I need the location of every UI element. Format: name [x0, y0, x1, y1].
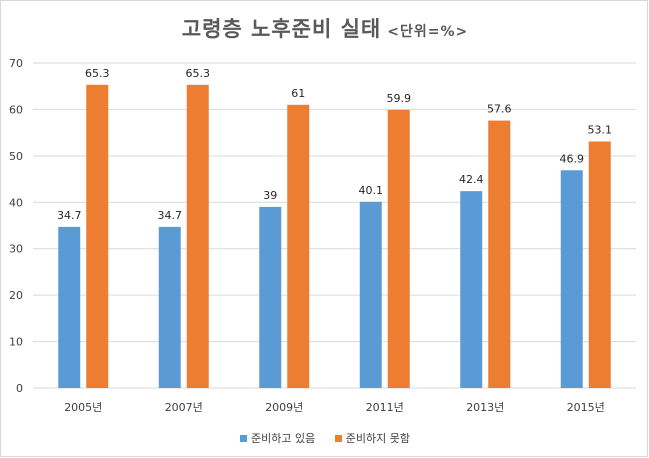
legend-item-series2: 준비하지 못함 — [334, 430, 410, 446]
data-label-series2-2007년: 65.3 — [186, 67, 211, 80]
legend-label-series1: 준비하고 있음 — [251, 432, 316, 445]
legend-swatch-series2 — [334, 434, 342, 442]
y-tick-label: 10 — [9, 336, 23, 349]
data-label-series2-2009년: 61 — [291, 87, 305, 100]
bar-series2-2011년 — [387, 109, 410, 389]
data-label-series1-2009년: 39 — [263, 189, 277, 202]
chart-title-text: 고령층 노후준비 실태 — [181, 17, 382, 41]
x-axis-ticks: 2005년 2007년 2009년 2011년 2013년 2015년 — [64, 401, 605, 414]
y-tick-label: 70 — [9, 57, 23, 70]
data-label-series2-2005년: 65.3 — [85, 67, 110, 80]
bar-series1-2005년 — [58, 226, 81, 388]
bars — [58, 84, 611, 389]
y-tick-label: 0 — [16, 382, 23, 395]
legend-item-series1: 준비하고 있음 — [240, 430, 315, 446]
y-tick-label: 40 — [9, 196, 23, 209]
chart-title-unit: <단위=%> — [387, 24, 469, 40]
legend-label-series2: 준비하지 못함 — [345, 432, 410, 445]
legend: 준비하고 있음 준비하지 못함 — [1, 430, 649, 446]
grid-lines — [33, 62, 636, 389]
x-tick-label: 2007년 — [165, 401, 203, 414]
x-tick-label: 2009년 — [265, 401, 303, 414]
y-tick-label: 60 — [9, 103, 23, 116]
bar-series1-2011년 — [359, 201, 382, 388]
bar-series2-2009년 — [287, 104, 310, 389]
bar-series2-2007년 — [186, 84, 209, 389]
y-tick-label: 20 — [9, 289, 23, 302]
data-label-series1-2013년: 42.4 — [459, 173, 484, 186]
x-tick-label: 2013년 — [466, 401, 504, 414]
data-label-series1-2007년: 34.7 — [158, 209, 183, 222]
bar-series1-2009년 — [259, 206, 282, 388]
x-tick-label: 2005년 — [64, 401, 102, 414]
x-tick-label: 2011년 — [366, 401, 404, 414]
bar-series2-2013년 — [488, 120, 511, 389]
y-tick-label: 30 — [9, 243, 23, 256]
data-label-series2-2015년: 53.1 — [588, 123, 613, 136]
data-label-series1-2005년: 34.7 — [57, 209, 82, 222]
data-label-series1-2015년: 46.9 — [560, 152, 585, 165]
bar-series1-2013년 — [460, 191, 483, 388]
data-label-series2-2011년: 59.9 — [387, 92, 412, 105]
chart-title: 고령층 노후준비 실태 <단위=%> — [1, 13, 649, 43]
y-axis-ticks: 0 10 20 30 40 50 60 70 — [9, 57, 23, 395]
x-tick-label: 2015년 — [567, 401, 605, 414]
data-labels: 34.7 65.3 34.7 65.3 39 61 40.1 59.9 42.4 57.6 46.9… — [57, 67, 612, 222]
data-label-series2-2013년: 57.6 — [487, 103, 512, 116]
data-label-series1-2011년: 40.1 — [359, 184, 384, 197]
y-tick-label: 50 — [9, 150, 23, 163]
bar-series1-2015년 — [560, 170, 583, 388]
bar-series1-2007년 — [158, 226, 181, 388]
bar-series2-2005년 — [86, 84, 109, 389]
bar-series2-2015년 — [588, 141, 611, 388]
legend-swatch-series1 — [240, 434, 248, 442]
